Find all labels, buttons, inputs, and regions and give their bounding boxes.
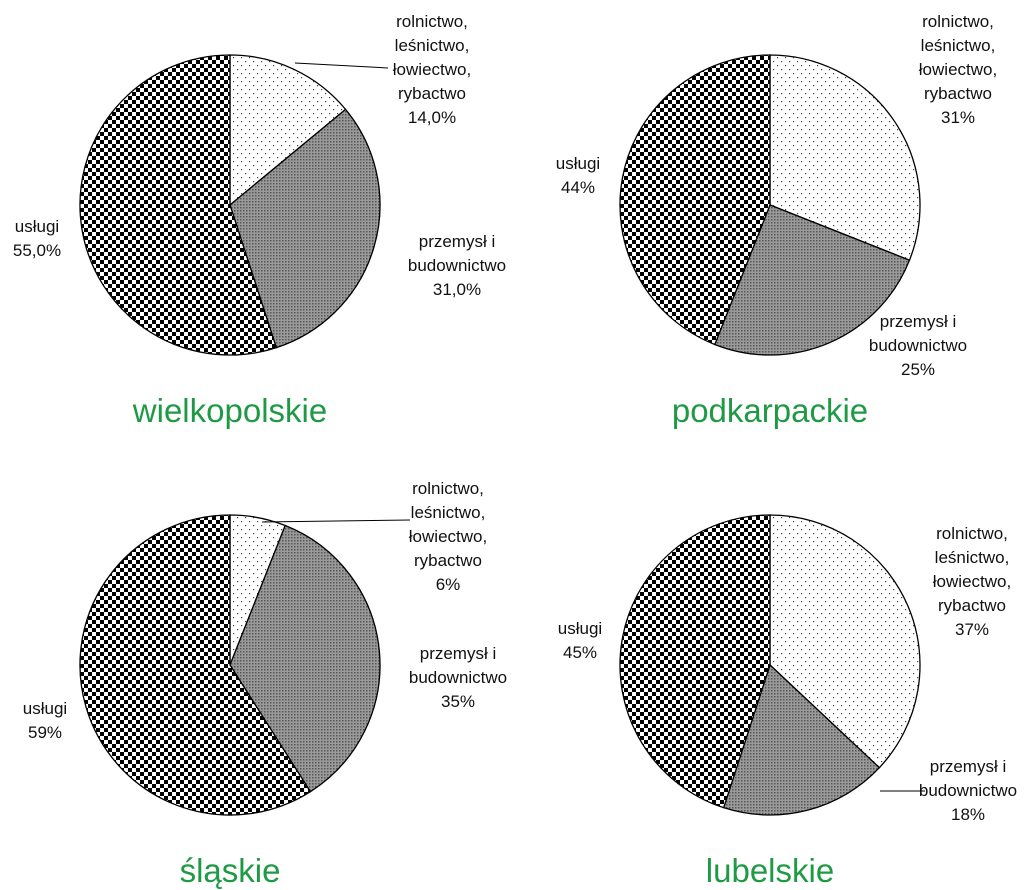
- slice-label: przemysł i budownictwo: [409, 644, 507, 687]
- value-label: 31,0%: [433, 280, 481, 299]
- slice-label: usługi: [556, 154, 600, 173]
- leader-line: [294, 62, 389, 69]
- slice-label: przemysł i budownictwo: [408, 232, 506, 275]
- value-label: 14,0%: [408, 108, 456, 127]
- value-label: 37%: [955, 620, 989, 639]
- pie-slice: [79, 514, 312, 816]
- pie-slice: [229, 54, 347, 207]
- chart-title: wielkopolskie: [132, 392, 327, 429]
- chart-title: śląskie: [180, 852, 281, 889]
- pie-slice: [229, 108, 381, 349]
- slice-label: usługi: [558, 619, 602, 638]
- value-label: 45%: [563, 643, 597, 662]
- chart-title: lubelskie: [706, 852, 834, 889]
- pie-slice: [229, 524, 381, 793]
- value-label: 35%: [441, 692, 475, 711]
- chart-title: podkarpackie: [672, 392, 868, 429]
- pie-slice: [619, 54, 771, 346]
- pie-slice: [79, 54, 278, 356]
- value-label: 59%: [28, 723, 62, 742]
- slice-label: usługi: [23, 699, 67, 718]
- slice-label: usługi: [15, 217, 59, 236]
- pie-slice: [769, 54, 921, 262]
- slice-label: rolnictwo, leśnictwo, łowiectwo, rybactwo: [393, 12, 471, 103]
- pie-slice: [769, 514, 921, 769]
- value-label: 18%: [951, 805, 985, 824]
- value-label: 31%: [941, 108, 975, 127]
- slice-label: rolnictwo, leśnictwo, łowiectwo, rybactwo: [933, 524, 1011, 615]
- value-label: 6%: [436, 575, 461, 594]
- slice-label: przemysł i budownictwo: [869, 312, 967, 355]
- pie-slice: [722, 663, 881, 816]
- value-label: 55,0%: [13, 241, 61, 260]
- leader-line: [261, 519, 411, 523]
- value-label: 25%: [901, 360, 935, 379]
- pie-slice: [713, 204, 911, 356]
- pie-slice: [619, 514, 771, 809]
- slice-label: rolnictwo, leśnictwo, łowiectwo, rybactwo: [919, 12, 997, 103]
- slice-label: rolnictwo, leśnictwo, łowiectwo, rybactwo: [409, 479, 487, 570]
- slice-label: przemysł i budownictwo: [919, 757, 1017, 800]
- value-label: 44%: [561, 178, 595, 197]
